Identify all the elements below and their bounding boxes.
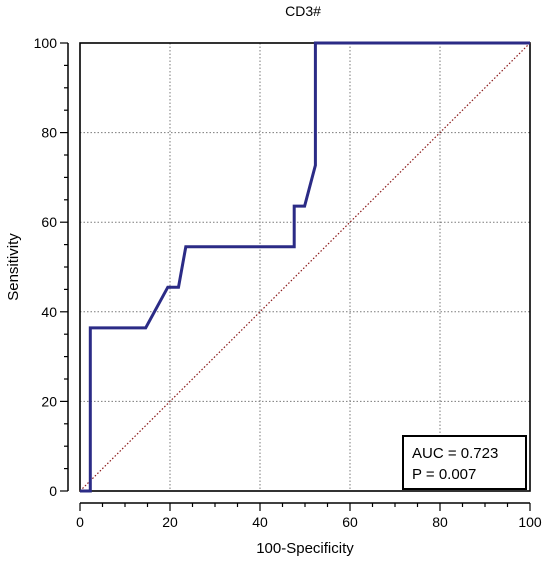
plot-frame [79,42,531,492]
x-tick-label: 60 [342,514,358,530]
roc-curve [80,41,530,493]
x-tick-label: 100 [518,514,542,530]
p-value-label: P = 0.007 [412,466,476,483]
y-tick-label: 20 [41,393,57,409]
auc-label: AUC = 0.723 [412,445,498,462]
y-axis-title: Sensitivity [5,233,22,301]
y-tick-label: 60 [41,214,57,230]
ticks: 0 20 40 60 80 100 0 20 40 60 80 100 [34,35,542,530]
y-tick-label: 80 [41,125,57,141]
y-tick-label: 100 [34,35,58,51]
x-tick-label: 20 [162,514,178,530]
stats-box [402,435,527,490]
y-tick-label: 40 [41,304,57,320]
chart-title: CD3# [285,3,321,19]
y-tick-label: 0 [49,483,57,499]
series-layer [79,41,531,493]
x-tick-label: 0 [76,514,84,530]
x-axis-title: 100-Specificity [256,540,354,557]
x-tick-label: 40 [252,514,268,530]
x-tick-label: 80 [432,514,448,530]
stats-annotation: AUC = 0.723 P = 0.007 [402,435,527,490]
reference-diagonal [79,42,531,492]
plot-border [79,42,531,492]
